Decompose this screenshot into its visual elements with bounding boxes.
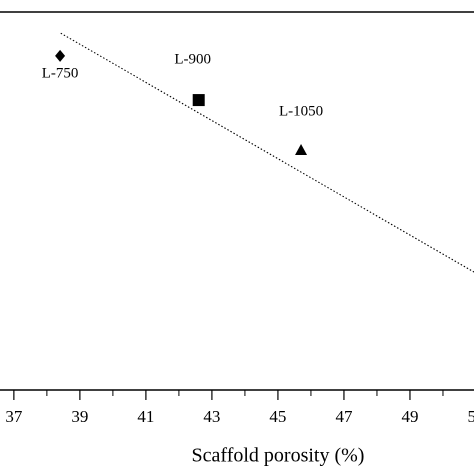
point — [295, 143, 308, 155]
x-tick-label: 43 — [203, 407, 220, 426]
point-label: L-900 — [174, 52, 211, 68]
x-tick-label: 49 — [401, 407, 418, 426]
x-tick-label: 45 — [269, 407, 286, 426]
point-label: L-1050 — [279, 103, 323, 119]
trend-line — [60, 32, 474, 273]
x-tick-label: 39 — [71, 407, 88, 426]
point — [192, 94, 205, 107]
x-tick-label: 51 — [467, 407, 474, 426]
point — [55, 49, 66, 62]
x-tick-label: 37 — [5, 407, 23, 426]
x-tick-label: 41 — [137, 407, 154, 426]
point-label: L-750 — [42, 65, 79, 81]
x-axis-label: Scaffold porosity (%) — [192, 445, 365, 467]
x-tick-label: 47 — [335, 407, 353, 426]
